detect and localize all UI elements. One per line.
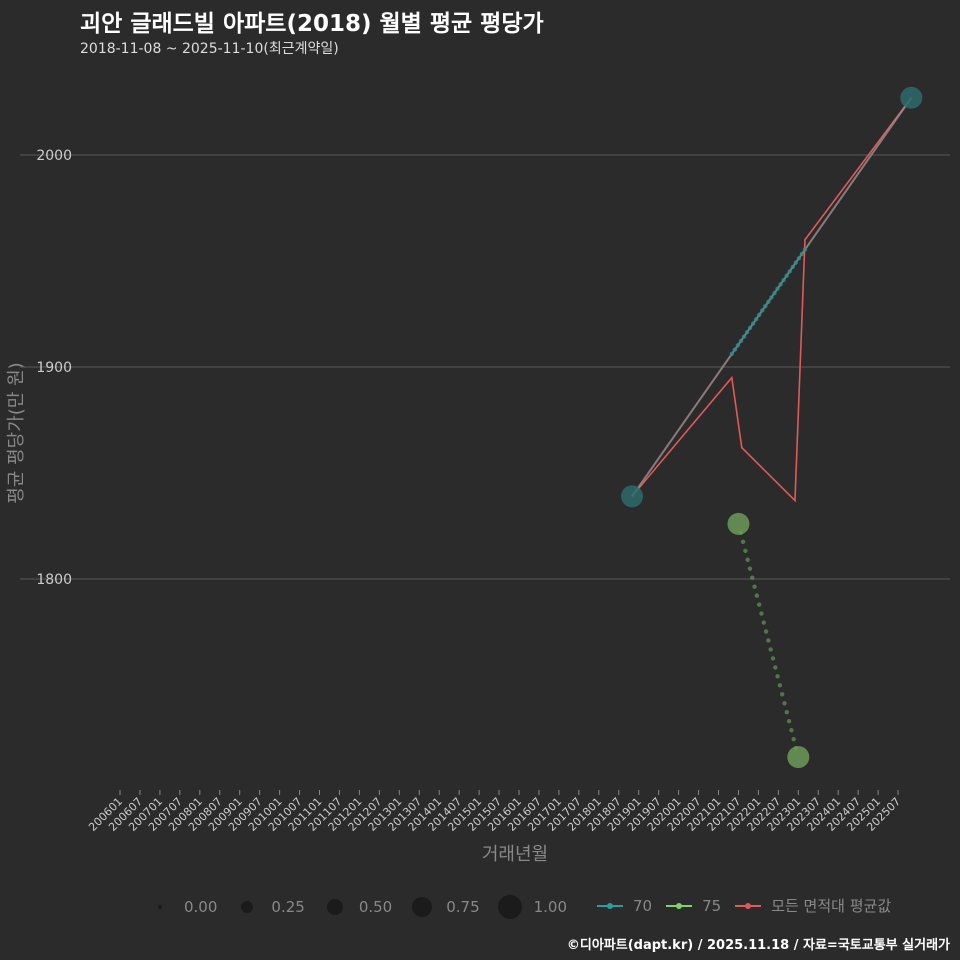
- series-70-interp-point: [766, 299, 771, 304]
- series-75-interp-point: [786, 719, 792, 724]
- series-70-interp-point: [738, 338, 744, 344]
- series-75-interp-point: [750, 575, 755, 580]
- series-75-interp-point: [777, 683, 783, 688]
- chart-title: 괴안 글래드빌 아파트(2018) 월별 평균 평당가: [80, 11, 544, 37]
- series-line-average: [631, 97, 912, 503]
- size-legend-label: 0.50: [358, 898, 393, 916]
- series-70-interp-point: [763, 303, 768, 309]
- size-legend: 0.00 0.25 0.50 0.75 1.00: [148, 895, 585, 919]
- series-70-interp-point: [732, 347, 738, 352]
- series-legend-key: [666, 902, 693, 909]
- series-70-point: [900, 86, 923, 109]
- series-legend-label: 75: [702, 896, 722, 915]
- series-70-interp-point: [772, 290, 777, 296]
- series-75-interp-point: [784, 710, 789, 715]
- series-75-interp-point: [782, 701, 787, 706]
- series-75-interp-point: [754, 593, 760, 598]
- series-70-interp-point: [753, 316, 759, 322]
- y-tick-label: 1800: [36, 572, 72, 588]
- size-legend-label: 1.00: [533, 898, 568, 916]
- series-70-interp-point: [769, 295, 774, 300]
- series-70-interp-point: [796, 256, 802, 261]
- series-75-point: [727, 512, 750, 535]
- size-legend-circle: [412, 897, 433, 917]
- series-75-interp-point: [752, 584, 757, 589]
- size-legend-circle: [326, 899, 343, 915]
- size-legend-circle: [497, 895, 522, 919]
- series-70-interp-point: [790, 264, 795, 270]
- y-tick-label: 2000: [36, 148, 72, 164]
- series-70-interp-point: [802, 247, 808, 252]
- series-75-interp-point: [766, 638, 771, 643]
- series-70-point: [621, 485, 644, 508]
- series-legend-item: 75: [666, 897, 721, 915]
- chart-subtitle: 2018-11-08 ~ 2025-11-10(최근계약일): [80, 41, 339, 57]
- size-legend-circle: [241, 901, 254, 913]
- y-tick-label: 1900: [36, 360, 72, 376]
- series-70-interp-point: [747, 325, 753, 331]
- series-75-interp-point: [763, 629, 769, 634]
- series-70-interp-point: [787, 269, 792, 274]
- series-legend-key: [735, 902, 762, 909]
- series-70-interp-point: [757, 312, 762, 318]
- size-legend-circle: [158, 905, 162, 909]
- size-legend-label: 0.75: [446, 898, 480, 916]
- size-legend-label: 0.00: [184, 898, 218, 916]
- series-75-interp-point: [743, 548, 748, 553]
- size-legend-item: 0.50: [323, 898, 392, 916]
- size-legend-item: 0.00: [148, 898, 217, 916]
- series-legend: 70 75 모든 면적대 평균값: [597, 895, 905, 916]
- series-75-interp-point: [770, 656, 776, 661]
- series-legend-label: 모든 면적대 평균값: [771, 897, 892, 915]
- series-legend-key: [597, 902, 623, 909]
- series-75-interp-point: [759, 611, 764, 616]
- series-70-interp-point: [744, 330, 750, 335]
- x-axis-label: 거래년월: [481, 844, 549, 865]
- series-75-interp-point: [768, 647, 773, 652]
- series-legend-item: 70: [597, 897, 652, 915]
- series-70-interp-point: [750, 321, 756, 326]
- series-75-interp-point: [761, 620, 766, 625]
- series-70-interp-point: [784, 273, 789, 278]
- series-70-interp-point: [781, 277, 786, 283]
- size-legend-item: 0.75: [410, 897, 480, 917]
- series-70-interp-point: [793, 260, 799, 265]
- series-75-interp-point: [791, 736, 796, 742]
- series-70-interp-point: [778, 282, 783, 287]
- series-75-interp-point: [745, 557, 750, 562]
- series-75-interp-point: [789, 727, 794, 733]
- footer-credit: ©디아파트(dapt.kr) / 2025.11.18 / 자료=국토교통부 실…: [566, 938, 950, 953]
- series-75-interp-point: [756, 602, 762, 607]
- series-70-interp-point: [735, 343, 741, 348]
- size-legend-item: 0.25: [235, 898, 305, 916]
- series-70-interp-point: [775, 286, 780, 291]
- series-70-interp-point: [741, 334, 747, 339]
- series-70-interp-point: [729, 351, 734, 357]
- series-75-interp-point: [775, 674, 780, 679]
- series-75-point: [787, 746, 810, 769]
- series-legend-item: 모든 면적대 평균값: [735, 895, 891, 916]
- series-75-interp-point: [773, 665, 778, 670]
- size-legend-item: 1.00: [497, 895, 568, 919]
- series-70-interp-point: [760, 308, 765, 313]
- series-75-interp-point: [740, 539, 746, 545]
- series-70-interp-point: [799, 251, 805, 257]
- series-legend-label: 70: [633, 896, 653, 915]
- series-75-interp-point: [779, 692, 785, 697]
- size-legend-label: 0.25: [271, 898, 305, 916]
- series-75-interp-point: [747, 566, 753, 571]
